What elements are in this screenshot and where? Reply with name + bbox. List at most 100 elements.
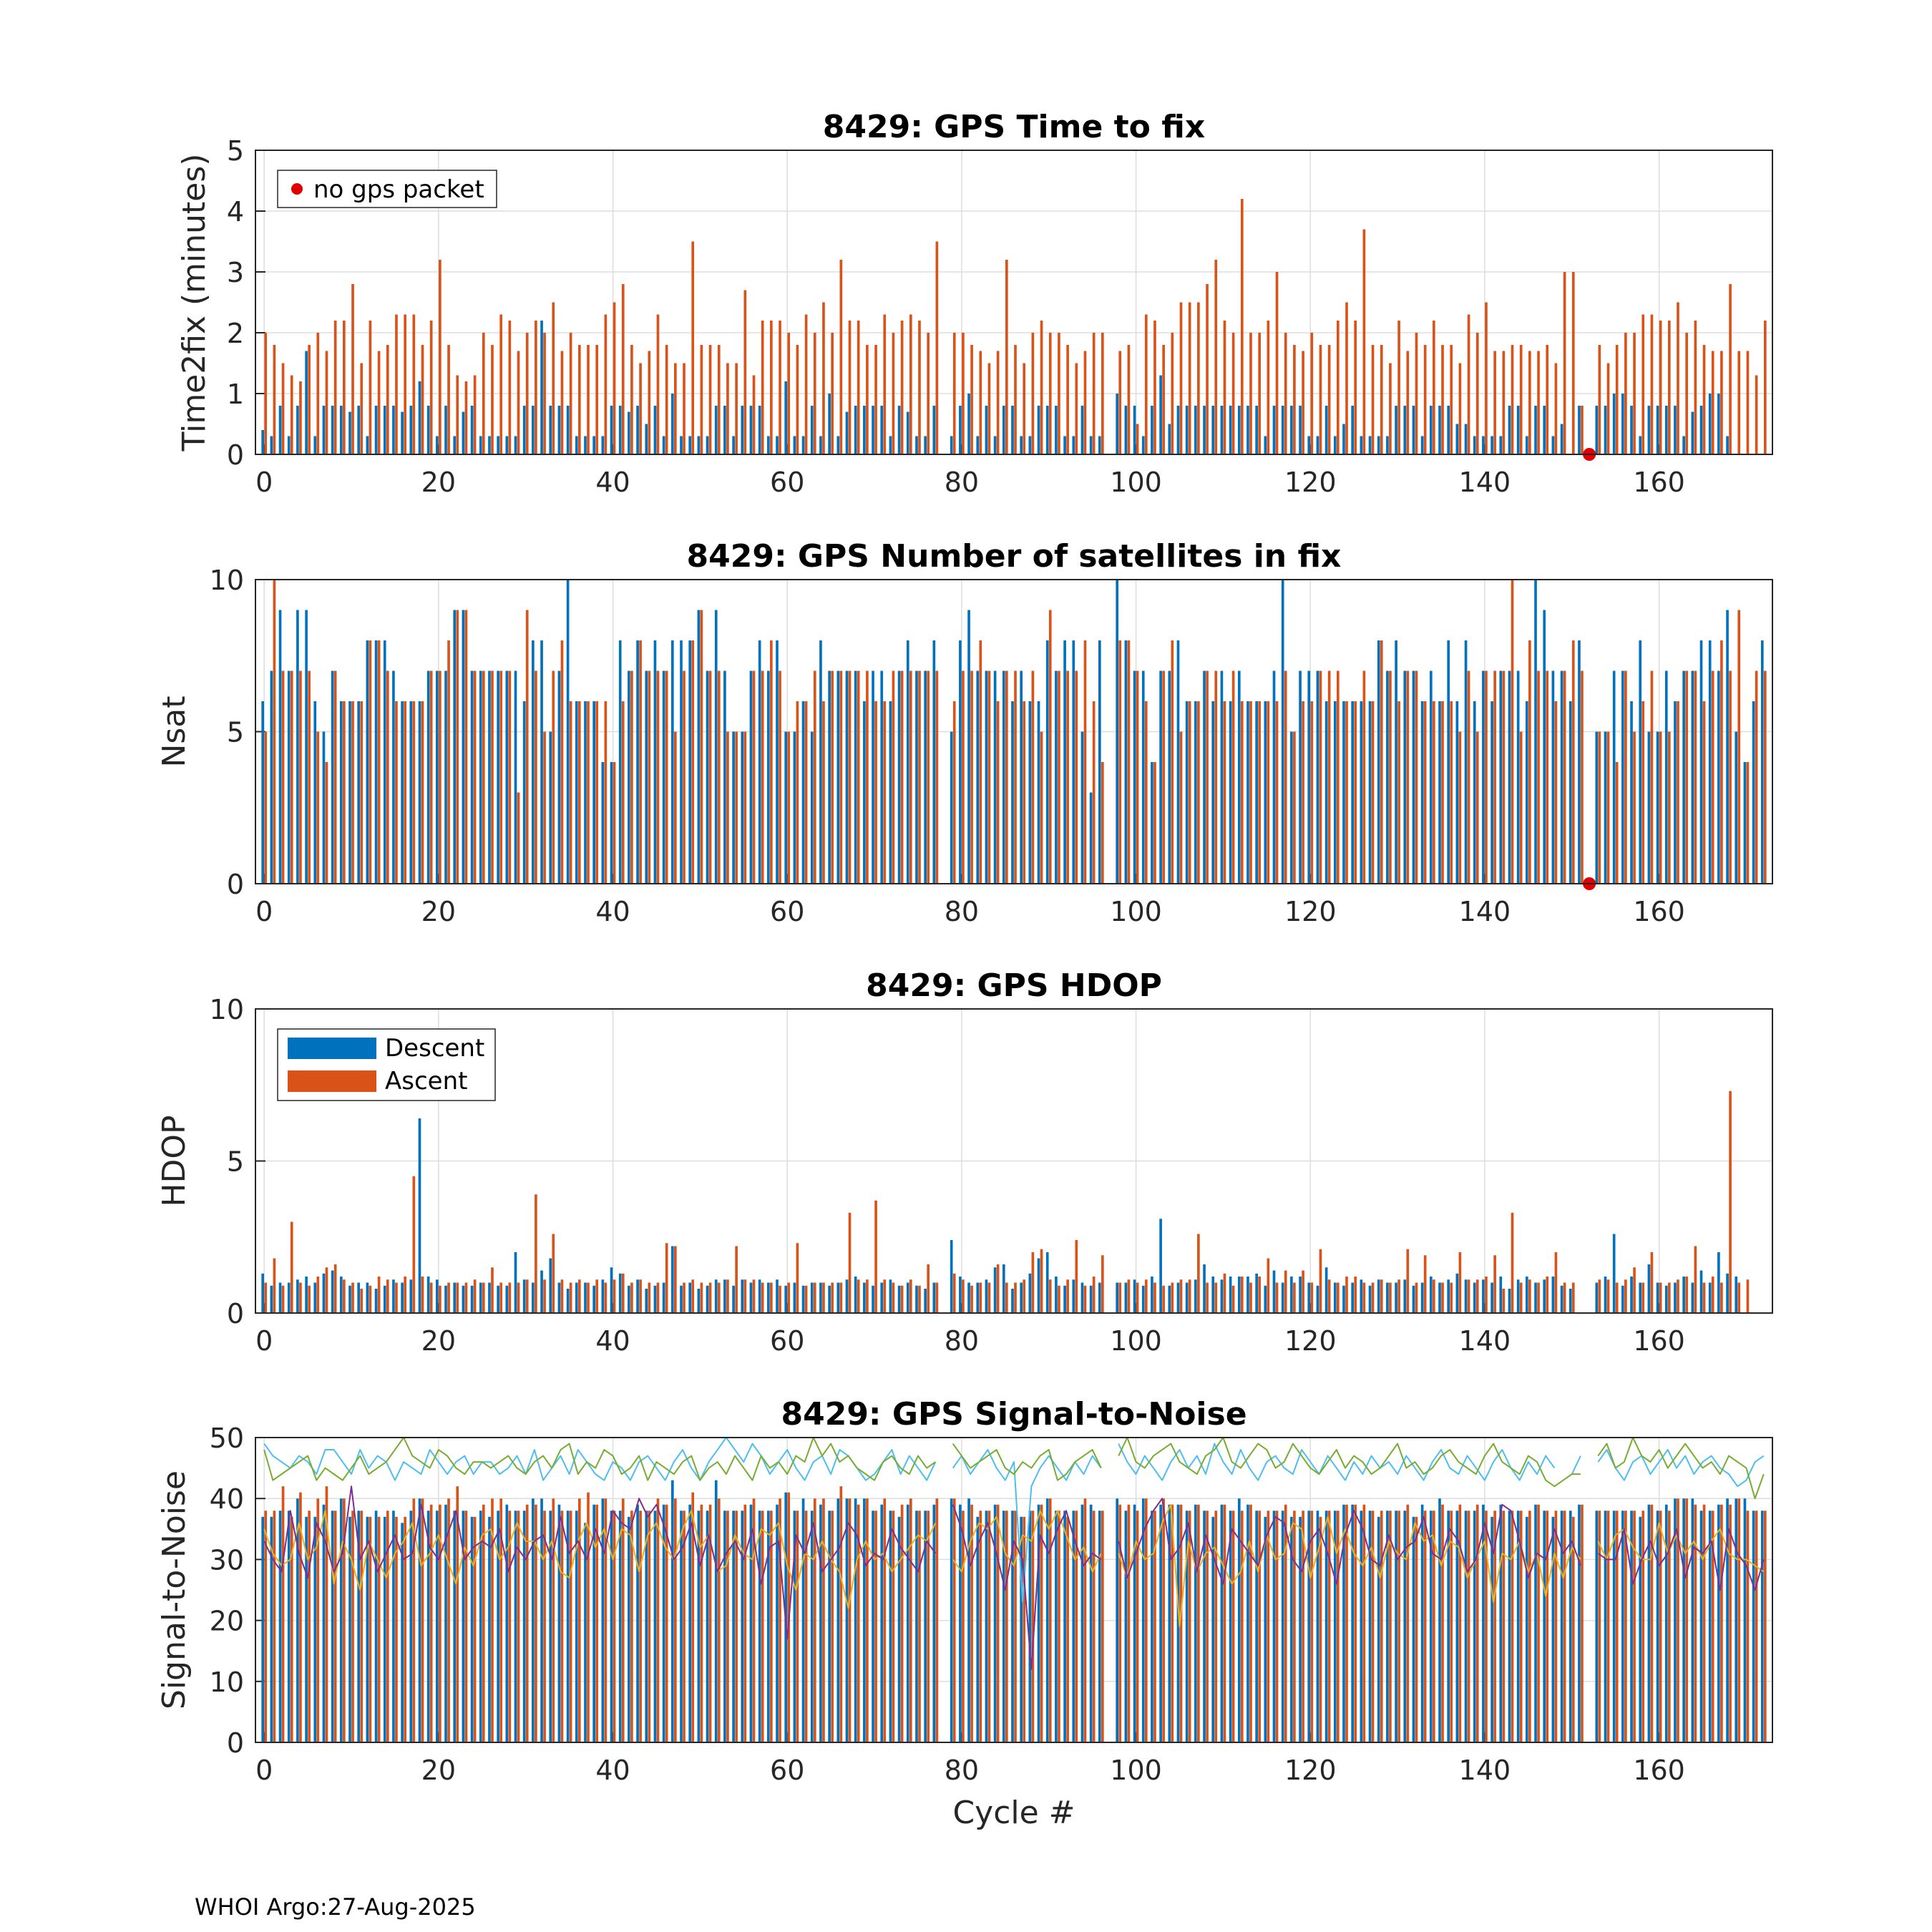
ascent-bar (482, 670, 485, 884)
descent-bar (601, 1279, 605, 1313)
snr-line-1 (1118, 1443, 1556, 1481)
ascent-bar (1467, 1511, 1470, 1742)
ascent-bar (1711, 1277, 1714, 1313)
descent-bar (322, 731, 326, 884)
ascent-bar (683, 670, 686, 884)
descent-bar (1429, 406, 1433, 454)
descent-bar (549, 1511, 552, 1742)
ascent-bar (1179, 1504, 1183, 1742)
ascent-bar (1667, 321, 1671, 454)
ascent-bar (1650, 314, 1654, 454)
ascent-bar (1615, 762, 1619, 884)
x-tick-label: 20 (421, 896, 456, 927)
descent-bar (1595, 1282, 1599, 1313)
descent-bar (383, 640, 386, 884)
descent-bar (261, 430, 265, 454)
ascent-bar (1380, 345, 1383, 454)
descent-bar (854, 670, 857, 884)
ascent-bar (813, 1282, 816, 1313)
ascent-bar (281, 1285, 285, 1313)
descent-bar (1438, 701, 1441, 884)
descent-bar (828, 1511, 831, 1742)
ascent-bar (1406, 1249, 1410, 1313)
ascent-bar (1598, 1279, 1601, 1313)
descent-bar (1220, 1279, 1224, 1313)
ascent-bar (299, 1282, 302, 1313)
ascent-bar (848, 321, 852, 454)
ascent-bar (1423, 701, 1427, 884)
ascent-bar (970, 345, 973, 454)
ascent-bar (1546, 345, 1549, 454)
descent-bar (1002, 1511, 1005, 1742)
ascent-bar (848, 1212, 852, 1313)
ascent-bar (979, 351, 982, 454)
descent-bar (854, 1498, 857, 1742)
descent-bar (636, 406, 639, 454)
ascent-bar (831, 1282, 834, 1313)
ascent-bar (1571, 640, 1575, 884)
descent-bar (296, 1279, 299, 1313)
descent-bar (906, 1504, 909, 1742)
ascent-bar (839, 260, 843, 454)
ascent-bar (1144, 701, 1148, 884)
x-tick-label: 160 (1633, 896, 1685, 927)
y-tick-label: 10 (210, 994, 244, 1025)
ascent-bar (273, 580, 276, 884)
ascent-bar (525, 610, 529, 884)
ascent-bar (717, 1498, 721, 1742)
ascent-bar (779, 670, 781, 884)
ascent-bar (1040, 321, 1043, 454)
descent-bar (1568, 1289, 1572, 1313)
descent-bar (540, 1498, 543, 1742)
descent-bar (1543, 1279, 1546, 1313)
descent-bar (1560, 1511, 1563, 1742)
ascent-bar (464, 1511, 468, 1742)
descent-bar (897, 406, 901, 454)
descent-bar (1560, 1285, 1563, 1313)
descent-bar (1595, 1511, 1599, 1742)
descent-bar (1220, 1504, 1224, 1742)
y-tick-label: 2 (227, 318, 244, 349)
ascent-bar (918, 1511, 921, 1742)
descent-bar (1691, 1282, 1694, 1313)
descent-bar (932, 1282, 936, 1313)
descent-bar (1045, 1498, 1049, 1742)
descent-bar (1543, 406, 1546, 454)
descent-bar (732, 1285, 735, 1313)
descent-bar (1455, 701, 1459, 884)
x-tick-label: 0 (255, 467, 273, 498)
ascent-bar (491, 1498, 494, 1742)
ascent-bar (962, 1511, 965, 1742)
panel-nsat-y-tick-labels: 0 5 10 (210, 565, 244, 900)
panel-snr-y-tick-labels: 0 10 20 30 40 50 (210, 1423, 244, 1759)
ascent-bar (369, 1285, 372, 1313)
descent-bar (1578, 640, 1581, 884)
descent-bar (1272, 1270, 1276, 1313)
descent-bar (1072, 436, 1075, 454)
descent-bar (601, 762, 605, 884)
ascent-bar (648, 351, 651, 454)
y-tick-label: 1 (227, 379, 244, 410)
descent-bar (505, 670, 509, 884)
descent-bar (1089, 1285, 1093, 1313)
ascent-bar (1755, 1511, 1758, 1742)
descent-bar (662, 1282, 665, 1313)
descent-bar (1639, 640, 1642, 884)
panel-hdop-title: 8429: GPS HDOP (866, 967, 1162, 1004)
ascent-bar (761, 1511, 764, 1742)
ascent-bar (1310, 1511, 1314, 1742)
descent-bar (1639, 436, 1642, 454)
descent-bar (1499, 1504, 1503, 1742)
descent-bar (1116, 1498, 1119, 1742)
ascent-bar (935, 241, 939, 454)
descent-bar (1229, 701, 1232, 884)
ascent-bar (796, 1511, 799, 1742)
ascent-bar (1327, 1511, 1331, 1742)
y-tick-label: 5 (227, 717, 244, 748)
ascent-bar (316, 1277, 320, 1313)
descent-bar (1499, 1277, 1503, 1313)
ascent-bar (1641, 314, 1645, 454)
descent-bar (392, 406, 395, 454)
descent-bar (1717, 1252, 1720, 1313)
ascent-bar (1075, 670, 1078, 884)
